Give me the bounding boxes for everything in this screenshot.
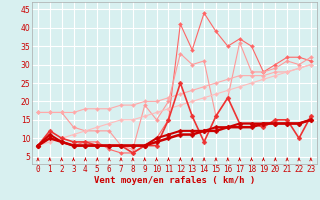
X-axis label: Vent moyen/en rafales ( km/h ): Vent moyen/en rafales ( km/h ) [94, 176, 255, 185]
